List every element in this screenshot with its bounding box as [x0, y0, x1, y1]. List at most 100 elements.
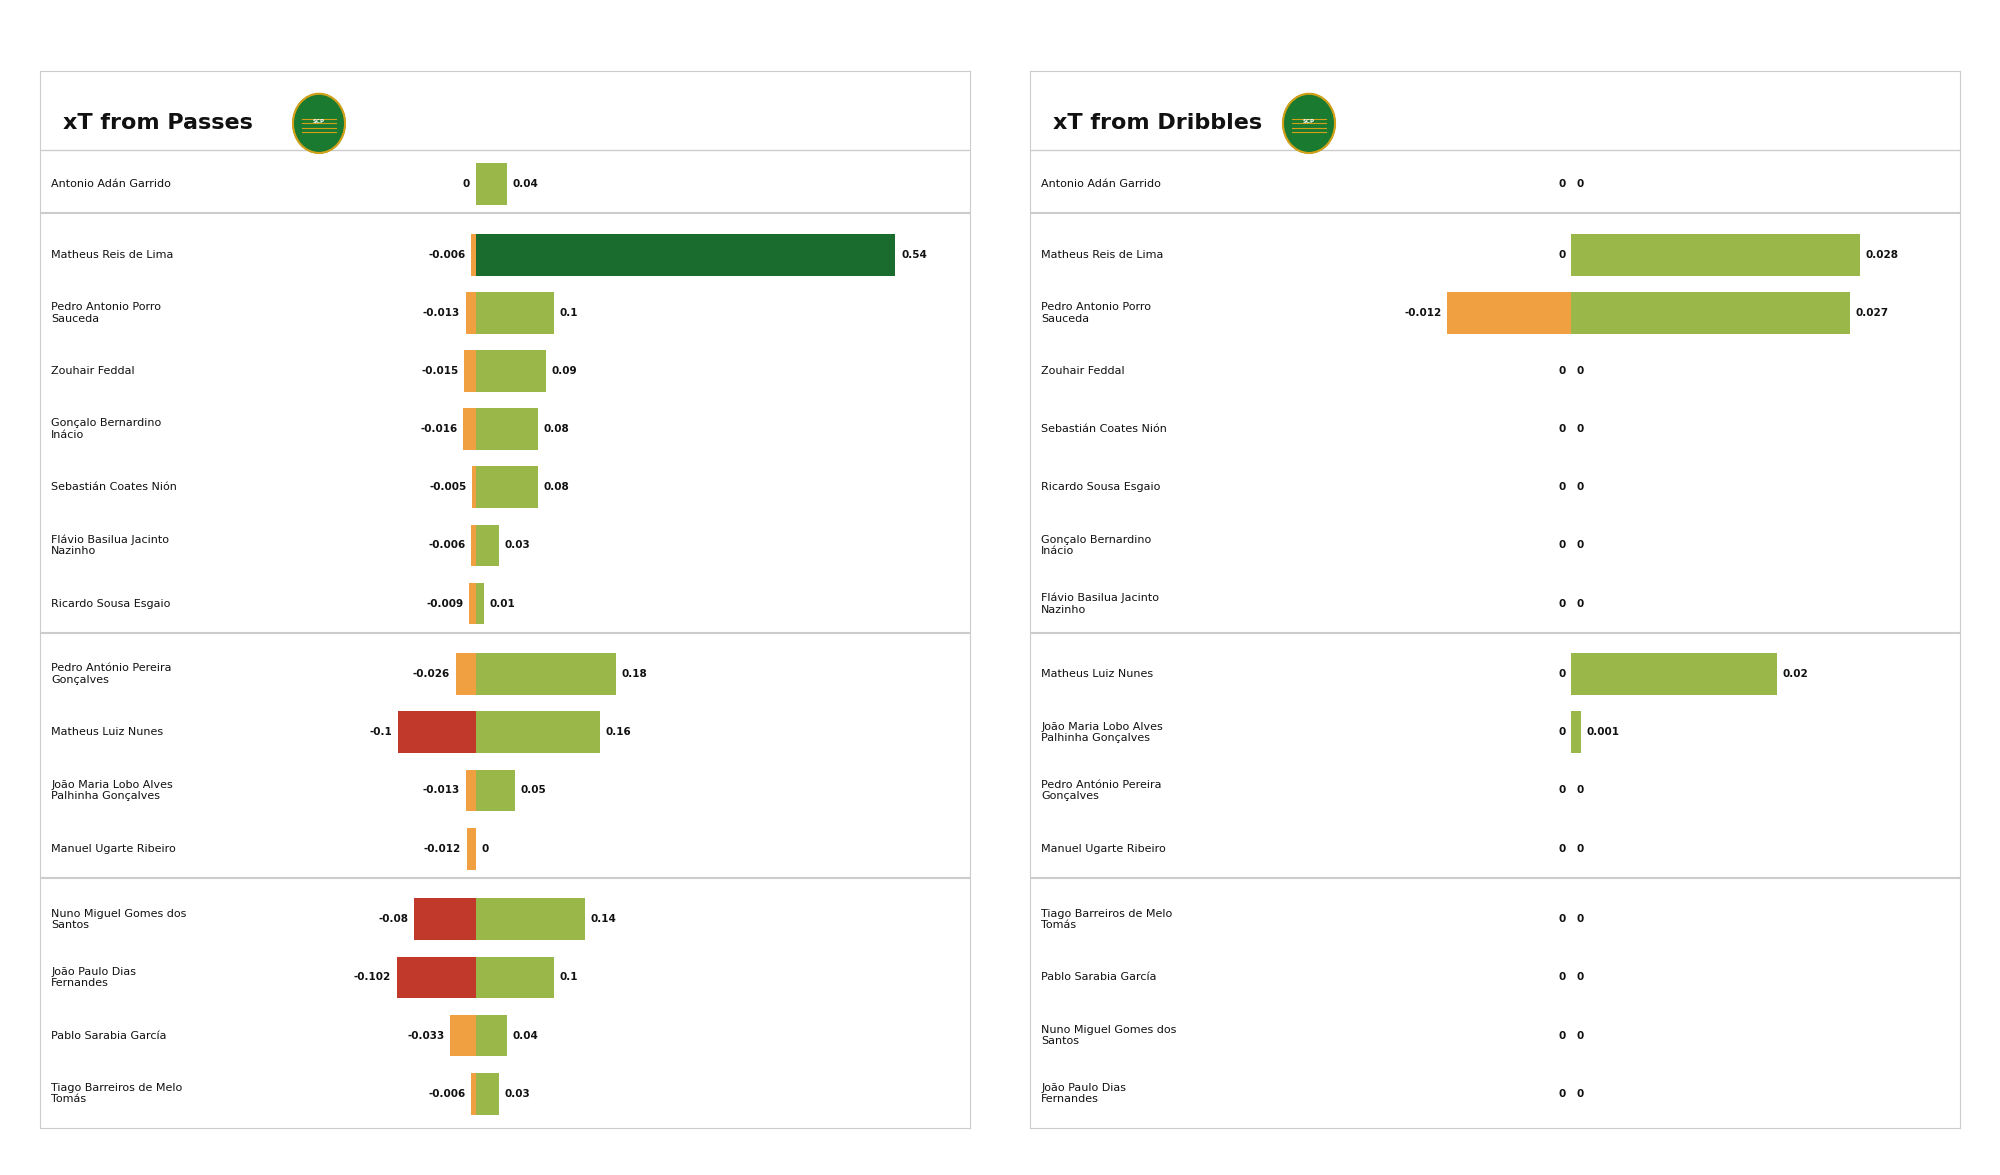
Text: 0: 0 — [1576, 1089, 1584, 1099]
Bar — [476, 583, 484, 624]
Circle shape — [1282, 94, 1336, 153]
Text: Ricardo Sousa Esgaio: Ricardo Sousa Esgaio — [1042, 482, 1160, 492]
Text: 0.04: 0.04 — [512, 179, 538, 189]
Text: 0: 0 — [1558, 540, 1566, 550]
Text: 0: 0 — [1576, 914, 1584, 925]
Bar — [476, 163, 506, 206]
Text: 0: 0 — [1558, 1089, 1566, 1099]
Text: Matheus Reis de Lima: Matheus Reis de Lima — [52, 250, 174, 260]
Text: xT from Dribbles: xT from Dribbles — [1054, 113, 1262, 134]
Bar — [476, 350, 546, 392]
Text: Pedro Antonio Porro
Sauceda: Pedro Antonio Porro Sauceda — [1042, 302, 1152, 324]
Bar — [476, 466, 538, 509]
Bar — [476, 653, 616, 696]
Text: 0: 0 — [1576, 179, 1584, 189]
Bar — [472, 1073, 476, 1115]
Text: -0.102: -0.102 — [354, 973, 390, 982]
Text: João Maria Lobo Alves
Palhinha Gonçalves: João Maria Lobo Alves Palhinha Gonçalves — [1042, 721, 1162, 744]
Text: Pedro António Pereira
Gonçalves: Pedro António Pereira Gonçalves — [52, 664, 172, 685]
Text: -0.005: -0.005 — [430, 482, 466, 492]
Text: -0.08: -0.08 — [378, 914, 408, 925]
Bar — [476, 408, 538, 450]
Bar — [476, 899, 584, 940]
Text: 0: 0 — [1558, 973, 1566, 982]
Bar — [464, 408, 476, 450]
Text: -0.006: -0.006 — [428, 540, 466, 550]
Text: Manuel Ugarte Ribeiro: Manuel Ugarte Ribeiro — [52, 844, 176, 853]
Text: 0: 0 — [1576, 786, 1584, 795]
Text: 0: 0 — [482, 844, 488, 853]
Text: 0: 0 — [1558, 727, 1566, 738]
Bar — [1572, 293, 1850, 334]
Bar — [1572, 712, 1582, 753]
Text: 0: 0 — [1558, 914, 1566, 925]
Text: Zouhair Feddal: Zouhair Feddal — [52, 367, 134, 376]
Text: 0: 0 — [1576, 424, 1584, 435]
Text: Nuno Miguel Gomes dos
Santos: Nuno Miguel Gomes dos Santos — [1042, 1025, 1176, 1047]
Text: Antonio Adán Garrido: Antonio Adán Garrido — [1042, 179, 1162, 189]
Text: SCP: SCP — [1304, 120, 1316, 125]
Text: -0.026: -0.026 — [412, 670, 450, 679]
Text: 0: 0 — [1558, 424, 1566, 435]
Bar — [476, 1015, 506, 1056]
Text: 0.14: 0.14 — [590, 914, 616, 925]
Text: 0: 0 — [1576, 598, 1584, 609]
Text: SCP: SCP — [312, 120, 324, 125]
Text: Matheus Reis de Lima: Matheus Reis de Lima — [1042, 250, 1164, 260]
Bar — [466, 293, 476, 334]
Text: 0: 0 — [1558, 670, 1566, 679]
Text: Pablo Sarabia García: Pablo Sarabia García — [1042, 973, 1156, 982]
Bar — [472, 466, 476, 509]
Text: Matheus Luiz Nunes: Matheus Luiz Nunes — [1042, 670, 1154, 679]
Text: Tiago Barreiros de Melo
Tomás: Tiago Barreiros de Melo Tomás — [52, 1083, 182, 1104]
Text: 0: 0 — [1558, 1030, 1566, 1041]
Text: 0: 0 — [462, 179, 470, 189]
Text: 0: 0 — [1558, 179, 1566, 189]
Bar — [456, 653, 476, 696]
Bar — [476, 293, 554, 334]
Text: Matheus Luiz Nunes: Matheus Luiz Nunes — [52, 727, 164, 738]
Bar — [476, 234, 896, 276]
Text: 0: 0 — [1576, 1030, 1584, 1041]
Text: Gonçalo Bernardino
Inácio: Gonçalo Bernardino Inácio — [1042, 535, 1152, 556]
Text: -0.009: -0.009 — [426, 598, 464, 609]
Bar — [476, 956, 554, 999]
Text: -0.033: -0.033 — [408, 1030, 444, 1041]
Text: -0.012: -0.012 — [1404, 308, 1442, 318]
Text: Sebastián Coates Nión: Sebastián Coates Nión — [1042, 424, 1168, 435]
Text: Gonçalo Bernardino
Inácio: Gonçalo Bernardino Inácio — [52, 418, 162, 439]
Text: 0.03: 0.03 — [504, 1089, 530, 1099]
Text: Antonio Adán Garrido: Antonio Adán Garrido — [52, 179, 172, 189]
Text: 0.1: 0.1 — [560, 973, 578, 982]
Text: Manuel Ugarte Ribeiro: Manuel Ugarte Ribeiro — [1042, 844, 1166, 853]
Text: Pedro António Pereira
Gonçalves: Pedro António Pereira Gonçalves — [1042, 780, 1162, 801]
Bar — [466, 827, 476, 870]
Text: 0.08: 0.08 — [544, 482, 570, 492]
Text: -0.012: -0.012 — [424, 844, 460, 853]
Text: 0.028: 0.028 — [1866, 250, 1898, 260]
Bar — [476, 524, 500, 566]
Text: 0: 0 — [1576, 482, 1584, 492]
Bar — [414, 899, 476, 940]
Text: 0.08: 0.08 — [544, 424, 570, 435]
Text: 0: 0 — [1576, 844, 1584, 853]
Text: Tiago Barreiros de Melo
Tomás: Tiago Barreiros de Melo Tomás — [1042, 908, 1172, 931]
Text: -0.013: -0.013 — [422, 308, 460, 318]
Text: 0.027: 0.027 — [1856, 308, 1888, 318]
Text: Flávio Basilua Jacinto
Nazinho: Flávio Basilua Jacinto Nazinho — [52, 535, 170, 557]
Text: João Paulo Dias
Fernandes: João Paulo Dias Fernandes — [1042, 1083, 1126, 1104]
Text: João Maria Lobo Alves
Palhinha Gonçalves: João Maria Lobo Alves Palhinha Gonçalves — [52, 780, 172, 801]
Text: 0.18: 0.18 — [622, 670, 648, 679]
Text: xT from Passes: xT from Passes — [64, 113, 254, 134]
Circle shape — [292, 94, 346, 153]
Text: Pablo Sarabia García: Pablo Sarabia García — [52, 1030, 166, 1041]
Text: -0.015: -0.015 — [422, 367, 458, 376]
Text: 0.05: 0.05 — [520, 786, 546, 795]
Bar — [396, 956, 476, 999]
Text: 0.02: 0.02 — [1782, 670, 1808, 679]
Text: Flávio Basilua Jacinto
Nazinho: Flávio Basilua Jacinto Nazinho — [1042, 592, 1160, 615]
Text: -0.016: -0.016 — [420, 424, 458, 435]
Text: 0.01: 0.01 — [490, 598, 514, 609]
Bar — [1572, 234, 1860, 276]
Text: 0.001: 0.001 — [1586, 727, 1620, 738]
